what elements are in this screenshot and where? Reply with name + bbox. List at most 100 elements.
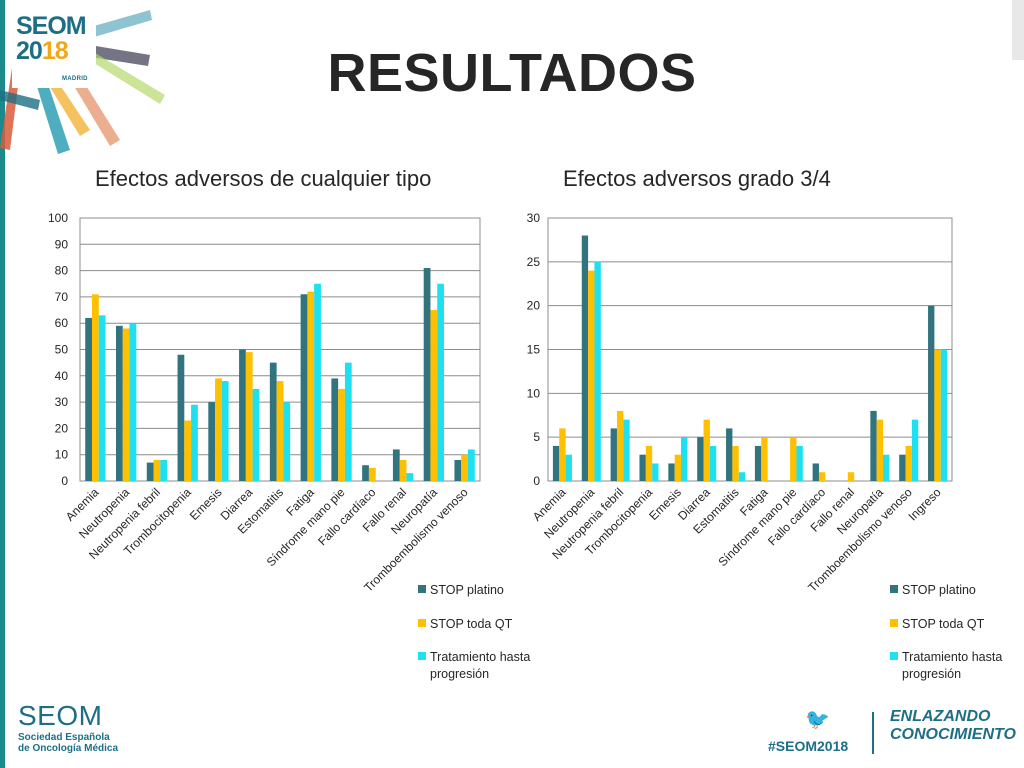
footer-logo-line2: de Oncología Médica — [18, 743, 119, 754]
bar — [423, 267, 431, 481]
legend-swatch — [890, 652, 898, 660]
y-tick-label: 90 — [55, 237, 69, 251]
bar — [934, 349, 941, 481]
bar — [732, 445, 739, 481]
legend-swatch — [418, 619, 426, 627]
bar — [639, 454, 646, 481]
legend-swatch — [890, 585, 898, 593]
y-tick-label: 100 — [48, 211, 68, 225]
bar — [215, 378, 222, 481]
footer-divider — [872, 712, 874, 754]
chart-title-right: Efectos adversos grado 3/4 — [563, 166, 831, 191]
bar — [437, 283, 444, 481]
bar — [818, 472, 826, 481]
bar — [565, 454, 572, 481]
bar — [796, 445, 803, 481]
bar — [344, 362, 352, 481]
bar — [876, 419, 884, 481]
bar — [368, 467, 376, 481]
logo-city: MADRID — [62, 76, 88, 82]
left-edge-bar — [0, 0, 5, 768]
bar — [623, 419, 630, 481]
legend-label-line2: progresión — [902, 667, 961, 681]
bar — [276, 381, 284, 481]
bar — [812, 463, 819, 481]
y-tick-label: 70 — [55, 290, 69, 304]
bar — [331, 378, 339, 481]
bar — [454, 459, 462, 481]
bar — [362, 465, 369, 481]
footer-hashtag: #SEOM2018 — [768, 738, 849, 754]
bar — [761, 437, 768, 481]
bar — [468, 449, 475, 481]
legend-label: Tratamiento hasta — [902, 650, 1002, 664]
footer-tagline: ENLAZANDO CONOCIMIENTO — [890, 708, 1016, 744]
bar — [461, 454, 468, 481]
bar — [430, 310, 438, 481]
bar — [177, 354, 185, 481]
bar — [940, 349, 948, 481]
bar — [283, 402, 291, 481]
bar — [681, 437, 688, 481]
y-tick-label: 15 — [527, 343, 541, 357]
y-tick-label: 20 — [55, 421, 69, 435]
bar — [392, 449, 400, 481]
legend-label-line2: progresión — [430, 667, 489, 681]
bar — [129, 323, 137, 481]
bar — [847, 472, 855, 481]
y-tick-label: 5 — [533, 430, 540, 444]
logo-background — [12, 10, 96, 88]
footer-logo-line1: Sociedad Española — [18, 732, 110, 743]
x-tick-label: Emesis — [187, 485, 225, 523]
y-tick-label: 0 — [61, 474, 68, 488]
legend-label: STOP toda QT — [430, 617, 513, 631]
bar — [406, 473, 414, 481]
bar — [269, 362, 277, 481]
bar — [668, 463, 675, 481]
x-tick-label: Ingreso — [905, 485, 943, 523]
chart-title-left: Efectos adversos de cualquier tipo — [95, 166, 432, 191]
bar — [883, 454, 890, 481]
bar — [905, 445, 912, 481]
legend-label: Tratamiento hasta — [430, 650, 530, 664]
right-edge-bar — [1012, 0, 1024, 60]
legend-label: STOP toda QT — [902, 617, 985, 631]
y-tick-label: 40 — [55, 369, 69, 383]
bar — [552, 445, 560, 481]
footer-tagline-line1: ENLAZANDO — [890, 708, 991, 725]
y-tick-label: 50 — [55, 343, 69, 357]
bar — [314, 283, 321, 481]
bar — [245, 352, 253, 481]
y-tick-label: 20 — [527, 299, 541, 313]
bar — [116, 325, 123, 481]
bar — [92, 294, 99, 481]
bar — [610, 428, 617, 481]
footer-logo-name: SEOM — [18, 700, 103, 731]
bar — [616, 410, 624, 481]
bar — [738, 472, 746, 481]
bar — [300, 294, 308, 481]
bar — [559, 428, 566, 481]
bar — [899, 454, 906, 481]
bar — [160, 459, 168, 481]
page-title: RESULTADOS — [327, 43, 697, 103]
bar — [399, 459, 407, 481]
bar — [928, 305, 935, 481]
bar — [790, 437, 797, 481]
bar — [870, 410, 877, 481]
bar — [208, 402, 216, 481]
y-tick-label: 30 — [527, 211, 541, 225]
footer-logo: SEOM Sociedad Española de Oncología Médi… — [18, 700, 118, 754]
bar — [221, 381, 229, 481]
y-tick-label: 60 — [55, 316, 69, 330]
y-tick-label: 30 — [55, 395, 69, 409]
bar — [594, 261, 601, 481]
legend-label: STOP platino — [902, 583, 976, 597]
bar — [307, 291, 315, 481]
bar — [709, 445, 717, 481]
bar — [697, 437, 704, 481]
bar — [703, 419, 710, 481]
logo-name: SEOM — [16, 12, 87, 40]
bar — [652, 463, 659, 481]
